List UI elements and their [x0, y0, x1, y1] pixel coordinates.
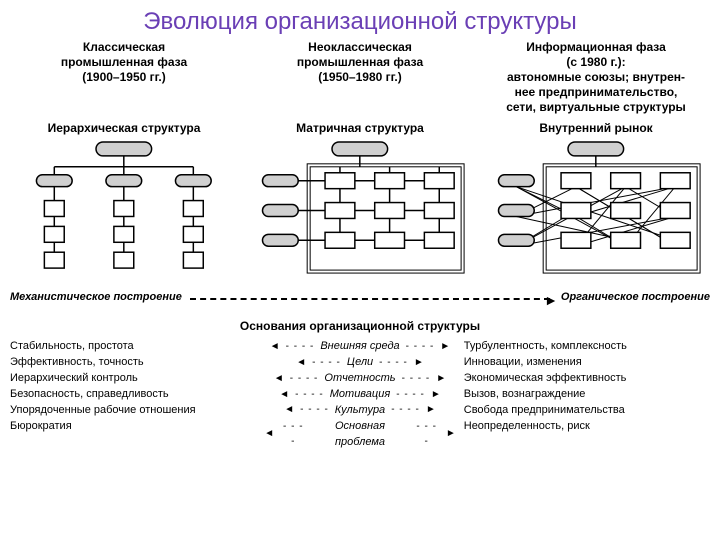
foundation-mid-row: ◄ - - - - Внешняя среда - - - - ►: [264, 339, 456, 355]
foundation-left-item: Иерархический контроль: [10, 371, 256, 387]
foundation-left-item: Стабильность, простота: [10, 339, 256, 355]
foundation-mid-row: ◄ - - - - Культура - - - - ►: [264, 403, 456, 419]
dash-right: - - - -: [406, 340, 435, 355]
foundation-mid-label: Культура: [335, 403, 385, 419]
diagram-hierarchy: [7, 139, 241, 283]
struct-label-2: Матричная структура: [243, 121, 477, 135]
arrow-right-icon: ►: [431, 388, 441, 403]
arrow-right-icon: ►: [426, 403, 436, 418]
foundation-left-item: Эффективность, точность: [10, 355, 256, 371]
diagram-row: [0, 137, 720, 287]
foundation-mid-label: Мотивация: [330, 387, 390, 403]
arrow-right-icon: ►: [446, 427, 456, 442]
foundation-title: Основания организационной структуры: [0, 319, 720, 333]
dash-left: - - - -: [312, 356, 341, 371]
foundation-left-item: Упорядоченные рабочие отношения: [10, 403, 256, 419]
dash-left: - - - -: [290, 372, 319, 387]
phase-2: Неоклассическаяпромышленная фаза(1950–19…: [243, 40, 477, 115]
foundation-mid-label: Цели: [347, 355, 373, 371]
foundation-mid-row: ◄ - - - - Цели - - - - ►: [264, 355, 456, 371]
foundation-mid-row: ◄ - - - - Мотивация - - - - ►: [264, 387, 456, 403]
dash-left: - - - -: [286, 340, 315, 355]
continuum-arrow-icon: ►: [544, 292, 558, 308]
foundation-mid-row: ◄ - - - - Отчетность - - - - ►: [264, 371, 456, 387]
dash-right: - - - -: [413, 420, 439, 449]
foundation-mid-label: Отчетность: [324, 371, 395, 387]
arrow-left-icon: ◄: [274, 372, 284, 387]
arrow-right-icon: ►: [436, 372, 446, 387]
diagram-network: [479, 139, 713, 283]
foundation-left-col: Стабильность, простотаЭффективность, точ…: [10, 339, 256, 451]
dash-right: - - - -: [402, 372, 431, 387]
phase-1: Классическаяпромышленная фаза(1900–1950 …: [7, 40, 241, 115]
dash-left: - - - -: [280, 420, 306, 449]
arrow-right-icon: ►: [440, 340, 450, 355]
foundation-mid-col: ◄- - - -Внешняя среда- - - -►◄- - - -Цел…: [264, 339, 456, 451]
foundation-right-item: Неопределенность, риск: [464, 419, 710, 435]
arrow-left-icon: ◄: [270, 340, 280, 355]
arrow-left-icon: ◄: [284, 403, 294, 418]
phase-headers: Классическаяпромышленная фаза(1900–1950 …: [0, 40, 720, 115]
arrow-left-icon: ◄: [296, 356, 306, 371]
page-title: Эволюция организационной структуры: [0, 0, 720, 40]
foundation-right-item: Инновации, изменения: [464, 355, 710, 371]
dash-right: - - - -: [391, 403, 420, 418]
phase-3: Информационная фаза(с 1980 г.):автономны…: [479, 40, 713, 115]
structure-labels: Иерархическая структура Матричная структ…: [0, 115, 720, 137]
continuum-left-label: Механистическое построение: [10, 291, 182, 303]
dash-right: - - - -: [379, 356, 408, 371]
continuum-dashes: [190, 298, 550, 300]
dash-left: - - - -: [295, 388, 324, 403]
diagram-matrix: [243, 139, 477, 283]
foundation-mid-label: Основная проблема: [313, 419, 408, 451]
struct-label-1: Иерархическая структура: [7, 121, 241, 135]
foundation-left-item: Безопасность, справедливость: [10, 387, 256, 403]
foundation-mid-label: Внешняя среда: [320, 339, 399, 355]
continuum-bar: Механистическое построение ► Органическо…: [10, 289, 710, 313]
foundation-right-col: Турбулентность, комплексностьИнновации, …: [464, 339, 710, 451]
foundation-right-item: Турбулентность, комплексность: [464, 339, 710, 355]
arrow-left-icon: ◄: [279, 388, 289, 403]
struct-label-3: Внутренний рынок: [479, 121, 713, 135]
foundation-right-item: Свобода предпринимательства: [464, 403, 710, 419]
arrow-right-icon: ►: [414, 356, 424, 371]
continuum-right-label: Органическое построение: [561, 291, 710, 303]
dash-right: - - - -: [396, 388, 425, 403]
foundation-left-item: Бюрократия: [10, 419, 256, 435]
foundation-mid-row: ◄- - - -Основная проблема- - - -►: [264, 419, 456, 451]
foundation-right-item: Экономическая эффективность: [464, 371, 710, 387]
foundation-right-item: Вызов, вознаграждение: [464, 387, 710, 403]
dash-left: - - - -: [300, 403, 329, 418]
arrow-left-icon: ◄: [264, 427, 274, 442]
foundation-table: Стабильность, простотаЭффективность, точ…: [0, 339, 720, 451]
